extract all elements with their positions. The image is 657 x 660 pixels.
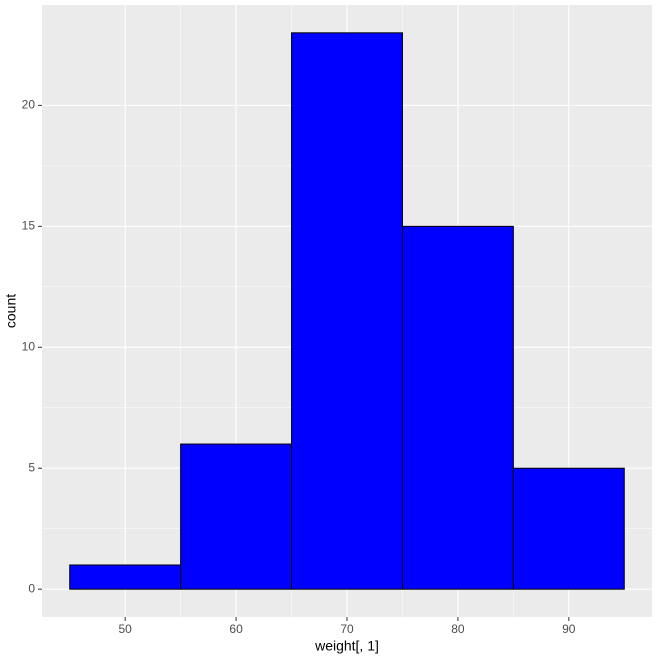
bar <box>291 32 403 590</box>
y-axis-title: count <box>3 294 19 328</box>
x-tick-label: 90 <box>562 622 576 636</box>
bar <box>512 467 625 590</box>
y-tick-label: 0 <box>28 581 35 595</box>
bar <box>69 564 182 590</box>
x-axis-title: weight[, 1] <box>314 638 379 654</box>
x-tick-label: 80 <box>451 622 465 636</box>
bar <box>401 225 514 590</box>
x-tick-label: 70 <box>340 622 354 636</box>
y-tick-label: 5 <box>28 460 35 474</box>
bar <box>180 443 293 590</box>
y-tick-label: 15 <box>22 219 36 233</box>
x-tick-label: 50 <box>119 622 133 636</box>
y-tick-label: 10 <box>22 339 36 353</box>
y-tick-label: 20 <box>22 98 36 112</box>
x-tick-label: 60 <box>229 622 243 636</box>
